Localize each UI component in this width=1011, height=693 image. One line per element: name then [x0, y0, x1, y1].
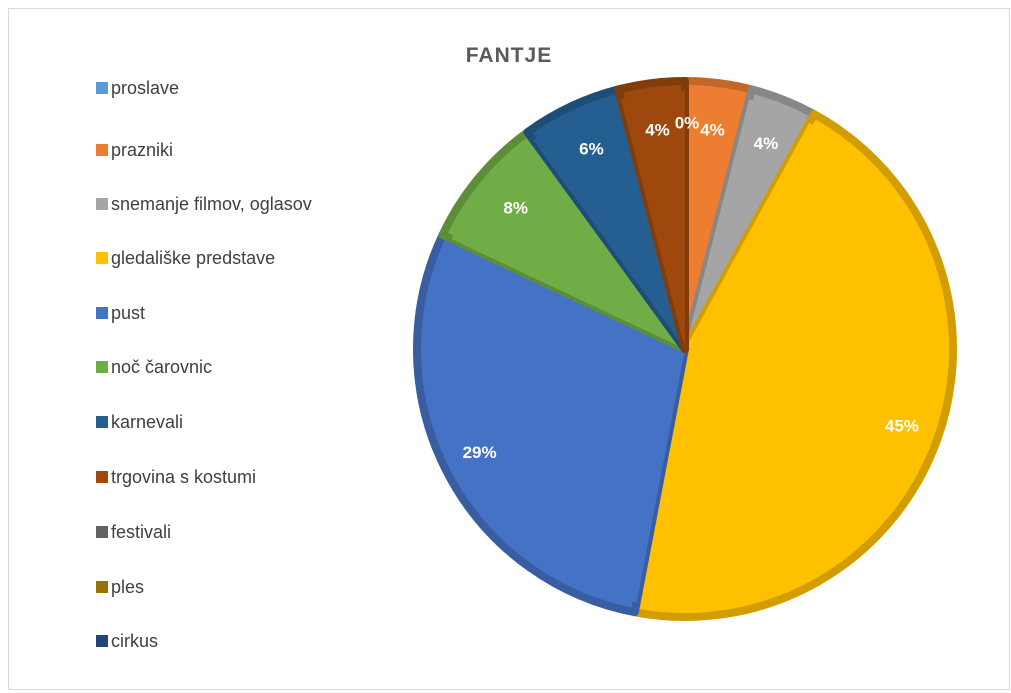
legend-swatch	[96, 416, 108, 428]
legend-label: karnevali	[111, 412, 184, 432]
pie-chart: 0% 4%4%45%29%8%6%4%	[413, 77, 957, 621]
legend-item-karnevali: karnevali	[96, 411, 396, 433]
data-label-pust: 29%	[463, 443, 497, 462]
legend-swatch	[96, 144, 108, 156]
legend-label: noč čarovnic	[111, 357, 213, 377]
data-label-proslave: 0%	[675, 113, 700, 132]
legend-swatch	[96, 526, 108, 538]
legend-swatch	[96, 198, 108, 210]
data-label-noc-carovnic: 8%	[503, 198, 528, 217]
chart-title: FANTJE	[465, 44, 553, 67]
legend-swatch	[96, 82, 108, 94]
pie-slice-fill-gledaliske-predstave	[636, 122, 943, 608]
legend-swatch	[96, 635, 108, 647]
legend-item-festivali: festivali	[96, 521, 396, 543]
legend-swatch	[96, 252, 108, 264]
legend-item-proslave: proslave	[96, 77, 396, 99]
legend-label: pust	[111, 303, 146, 323]
legend-item-cirkus: cirkus	[96, 630, 396, 652]
legend-label: prazniki	[111, 140, 174, 160]
legend-swatch	[96, 361, 108, 373]
legend-label: trgovina s kostumi	[111, 467, 257, 487]
pie-slice-fill-noc-carovnic	[451, 140, 685, 349]
legend-item-prazniki: prazniki	[96, 139, 396, 161]
legend-label: gledališke predstave	[111, 248, 276, 268]
legend-item-ples: ples	[96, 576, 396, 598]
legend-label: proslave	[111, 78, 180, 98]
legend-label: cirkus	[111, 631, 159, 651]
legend: proslave prazniki snemanje filmov, oglasov…	[96, 9, 396, 689]
legend-item-gledaliske-predstave: gledališke predstave	[96, 247, 396, 269]
legend-swatch	[96, 307, 108, 319]
legend-item-pust: pust	[96, 302, 396, 324]
pie-slice-fill-pust	[426, 239, 685, 603]
legend-label: snemanje filmov, oglasov	[111, 194, 312, 214]
data-label-snemanje-filmov-oglasov: 4%	[754, 134, 779, 153]
pie-slice-fill-trgovina-s-kostumi	[620, 91, 685, 349]
pie-data-labels: 0% 4%4%45%29%8%6%4%	[463, 113, 919, 462]
legend-swatch	[96, 581, 108, 593]
data-label-trgovina-s-kostumi: 4%	[645, 120, 670, 139]
chart-area: FANTJE proslave prazniki snemanje filmov, …	[8, 8, 1010, 690]
pie-slice-fill-karnevali	[533, 99, 685, 349]
legend-item-snemanje-filmov-oglasov: snemanje filmov, oglasov	[96, 193, 396, 215]
data-label-prazniki: 4%	[700, 120, 725, 139]
legend-label: ples	[111, 577, 145, 597]
legend-swatch	[96, 471, 108, 483]
legend-label: festivali	[111, 522, 172, 542]
legend-item-trgovina-s-kostumi: trgovina s kostumi	[96, 466, 396, 488]
pie-slices	[413, 77, 957, 621]
data-label-gledaliske-predstave: 45%	[885, 417, 919, 436]
legend-item-noc-carovnic: noč čarovnic	[96, 356, 396, 378]
data-label-karnevali: 6%	[579, 140, 604, 159]
